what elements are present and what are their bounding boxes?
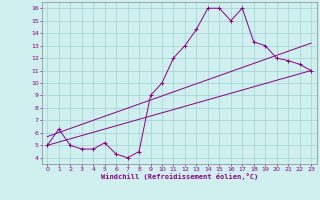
X-axis label: Windchill (Refroidissement éolien,°C): Windchill (Refroidissement éolien,°C): [100, 173, 258, 180]
